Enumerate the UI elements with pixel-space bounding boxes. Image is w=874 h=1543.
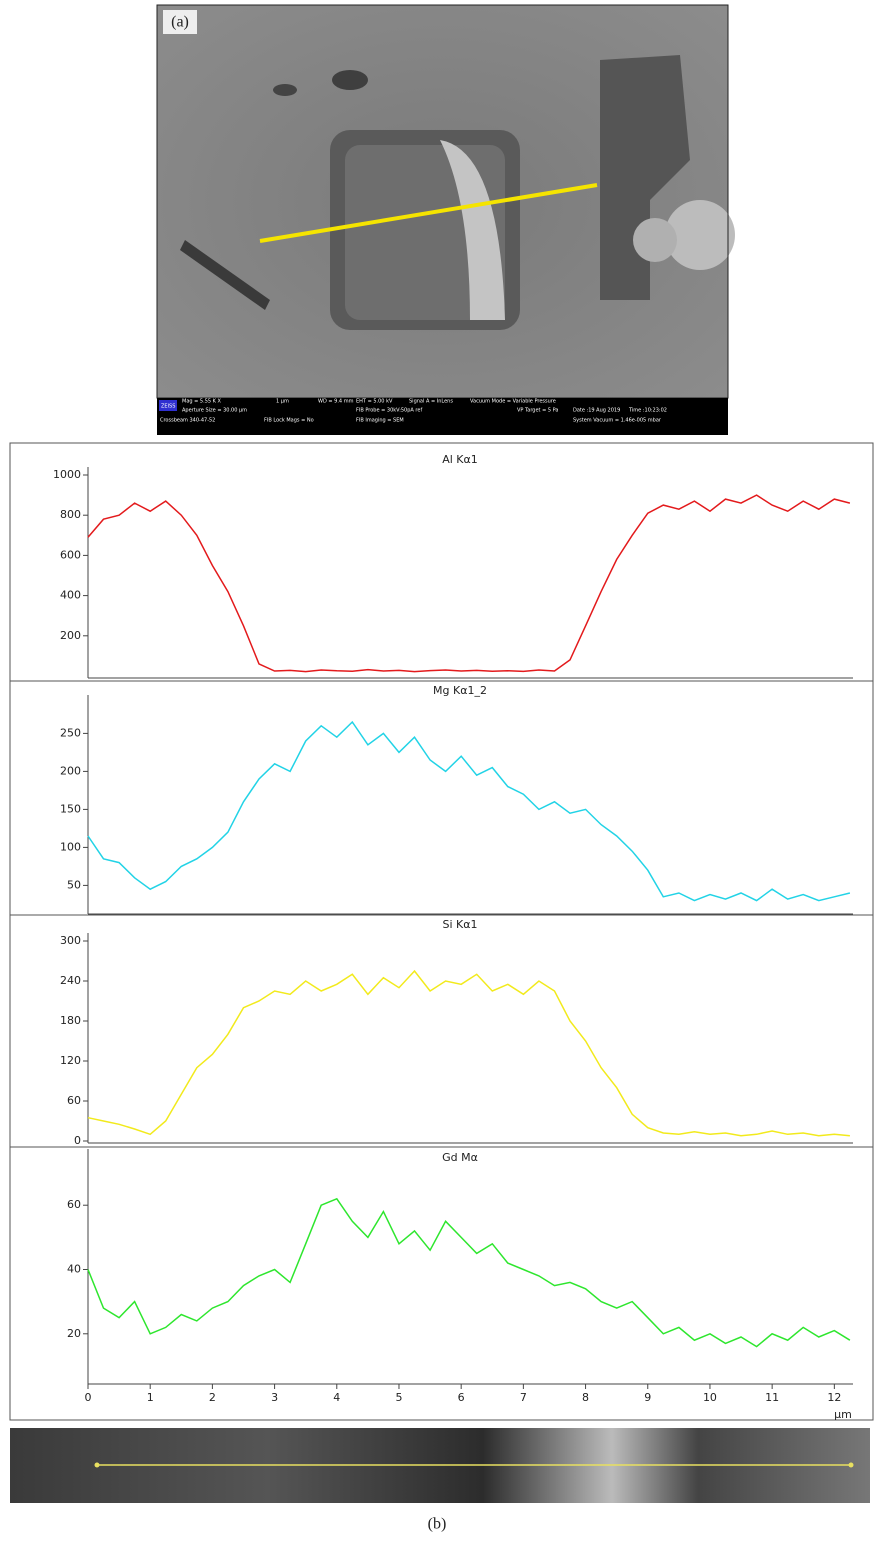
sem-info: Crossbeam 340-47-52 (160, 418, 215, 424)
chart-title: Si Kα1 (443, 918, 478, 931)
x-axis-label: µm (834, 1408, 852, 1421)
x-tick-label: 0 (85, 1391, 92, 1404)
y-tick-label: 0 (74, 1134, 81, 1147)
line-series (87, 969, 850, 1137)
sem-info: FIB Imaging = SEM (356, 418, 404, 424)
sem-info: EHT = 5.00 kV (356, 399, 393, 405)
chart-title: Mg Kα1_2 (433, 684, 487, 697)
sem-info: WD = 9.4 mm (318, 399, 354, 405)
y-tick-label: 100 (60, 840, 81, 853)
y-tick-label: 60 (67, 1094, 81, 1107)
x-tick-label: 2 (209, 1391, 216, 1404)
line-series (87, 720, 851, 902)
sem-info: Mag = 5.55 K X (182, 399, 222, 405)
strip-image (10, 1428, 870, 1503)
sem-info: Time :10:23:02 (628, 408, 667, 414)
sem-info: System Vacuum = 1.46e-005 mbar (573, 418, 662, 424)
x-tick-label: 10 (703, 1391, 717, 1404)
x-tick-label: 6 (458, 1391, 465, 1404)
x-tick-label: 4 (333, 1391, 340, 1404)
x-tick-label: 5 (395, 1391, 402, 1404)
y-tick-label: 1000 (53, 468, 81, 481)
y-tick-label: 60 (67, 1198, 81, 1211)
chart-title: Gd Mα (442, 1151, 478, 1164)
sem-info: VP Target = 5 Pa (517, 408, 559, 414)
sem-info: FIB Lock Mags = No (264, 418, 314, 424)
y-tick-label: 200 (60, 629, 81, 642)
y-tick-label: 180 (60, 1014, 81, 1027)
sem-info: Vacuum Mode = Variable Pressure (470, 399, 556, 405)
line-series (87, 1197, 851, 1348)
y-tick-label: 250 (60, 726, 81, 739)
sem-info: Date :19 Aug 2019 (573, 408, 620, 414)
x-tick-label: 9 (644, 1391, 651, 1404)
sem-info: ZEISS (161, 404, 175, 410)
x-tick-label: 12 (827, 1391, 841, 1404)
line-series (87, 494, 851, 673)
x-tick-label: 7 (520, 1391, 527, 1404)
y-tick-label: 800 (60, 508, 81, 521)
x-tick-label: 11 (765, 1391, 779, 1404)
sem-info: 1 µm (276, 399, 289, 405)
sem-info: FIB Probe = 30kV:50pA ref (356, 408, 422, 414)
x-tick-label: 1 (147, 1391, 154, 1404)
y-tick-label: 150 (60, 802, 81, 815)
sem-info: Signal A = InLens (409, 399, 453, 405)
chart-title: Al Kα1 (442, 453, 478, 466)
panel-label: (b) (428, 1516, 447, 1533)
y-tick-label: 300 (60, 934, 81, 947)
chart-frame (9, 442, 874, 1421)
y-tick-label: 200 (60, 764, 81, 777)
y-tick-label: 400 (60, 589, 81, 602)
sem-info: Aperture Size = 30.00 µm (182, 408, 247, 414)
sem-image: (a) ZEISS Mag = 5.55 K X 1 µm WD = 9.4 mm EH… (156, 4, 735, 435)
y-tick-label: 120 (60, 1054, 81, 1067)
y-tick-label: 240 (60, 974, 81, 987)
y-tick-label: 600 (60, 548, 81, 561)
y-tick-label: 20 (67, 1327, 81, 1340)
panel-label: (a) (171, 14, 189, 31)
y-tick-label: 50 (67, 878, 81, 891)
y-tick-label: 40 (67, 1263, 81, 1276)
x-tick-label: 8 (582, 1391, 589, 1404)
x-tick-label: 3 (271, 1391, 278, 1404)
